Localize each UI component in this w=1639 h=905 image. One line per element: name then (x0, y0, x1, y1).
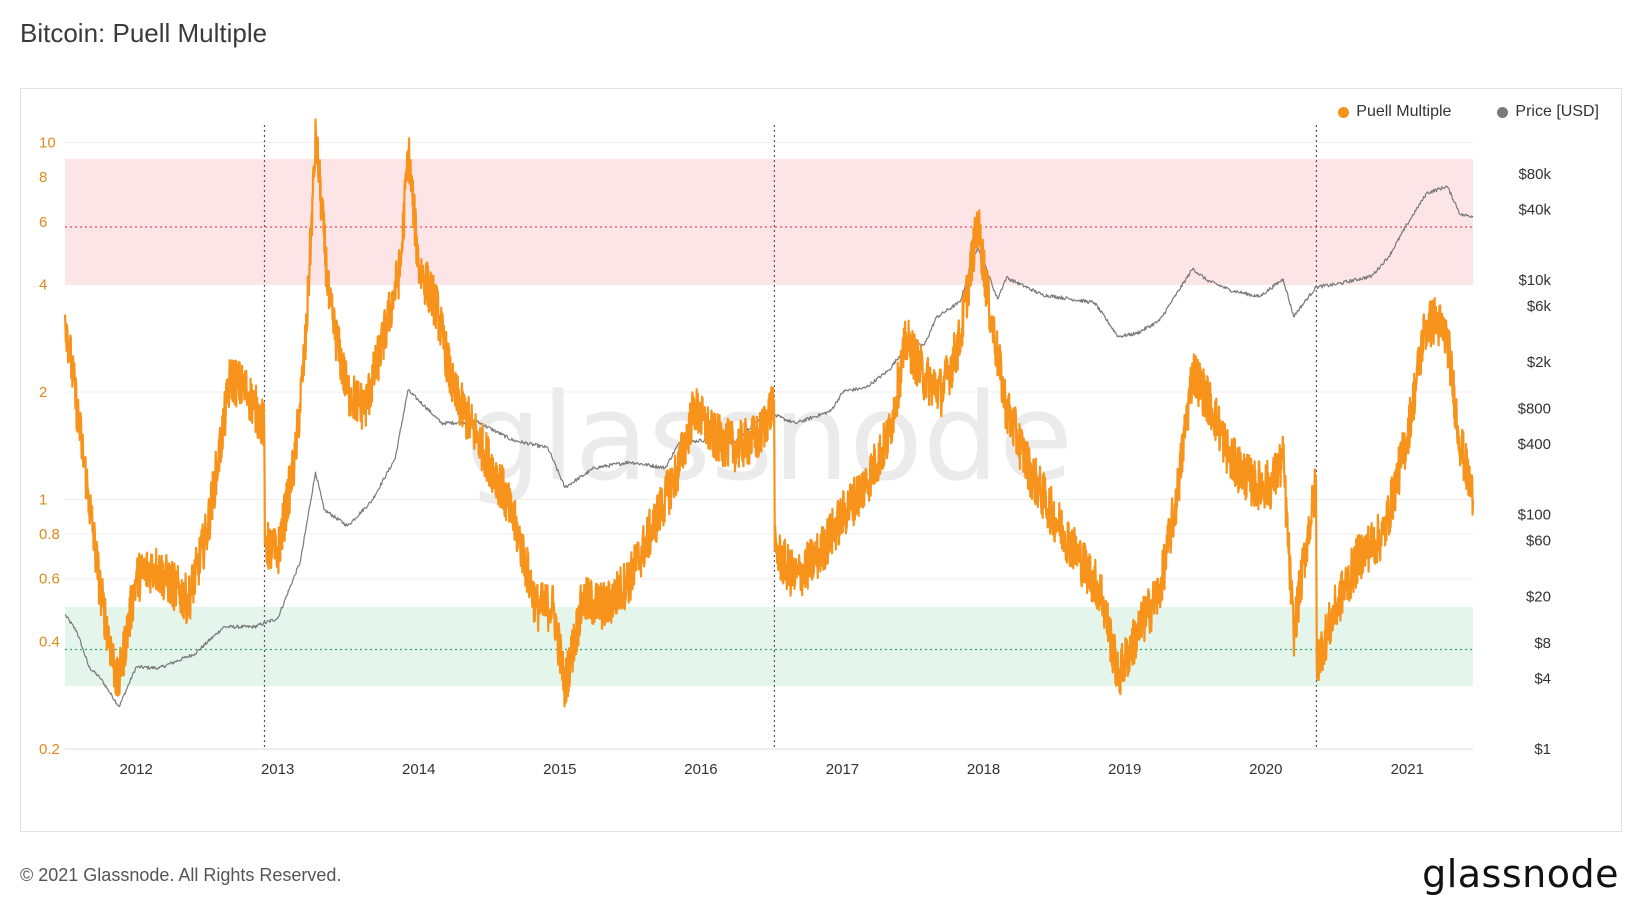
x-tick-label: 2013 (261, 761, 294, 778)
legend-item-puell[interactable]: Puell Multiple (1338, 103, 1451, 121)
y-left-tick-label: 0.8 (39, 526, 60, 543)
legend-label-puell: Puell Multiple (1356, 103, 1452, 120)
chart-legend: Puell Multiple Price [USD] (1338, 103, 1599, 121)
y-right-tick-label: $6k (1527, 298, 1552, 315)
band-high (65, 158, 1473, 285)
legend-item-price[interactable]: Price [USD] (1497, 103, 1599, 121)
y-right-tick-label: $4 (1534, 670, 1551, 687)
y-right-tick-label: $100 (1518, 507, 1551, 524)
x-tick-label: 2015 (543, 761, 576, 778)
glassnode-logo: glassnode (1422, 852, 1619, 896)
y-right-tick-label: $20 (1526, 588, 1551, 605)
puell-legend-dot-icon (1338, 106, 1350, 118)
y-left-tick-label: 0.2 (39, 741, 60, 758)
y-right-tick-label: $800 (1518, 401, 1551, 418)
x-tick-label: 2018 (967, 761, 1000, 778)
y-left-tick-label: 6 (39, 214, 47, 231)
copyright-text: © 2021 Glassnode. All Rights Reserved. (20, 865, 342, 885)
y-left-tick-label: 10 (39, 135, 56, 152)
x-tick-label: 2017 (826, 761, 859, 778)
y-left-tick-label: 0.4 (39, 634, 60, 651)
legend-label-price: Price [USD] (1515, 103, 1599, 120)
page-title: Bitcoin: Puell Multiple (20, 18, 268, 48)
watermark-text: glassnode (465, 369, 1073, 508)
y-left-tick-label: 1 (39, 492, 47, 509)
x-tick-label: 2021 (1391, 761, 1424, 778)
chart-canvas[interactable]: glassnode 0.2 0.4 0.6 0.8 1 2 4 6 8 10 $1 $4 $8 $20 $60… (21, 89, 1621, 831)
y-right-tick-label: $40k (1518, 201, 1551, 218)
y-right-tick-label: $1 (1534, 741, 1551, 758)
y-right-tick-label: $10k (1518, 272, 1551, 289)
band-low (65, 606, 1473, 687)
x-tick-label: 2016 (684, 761, 717, 778)
puell-line (63, 118, 1475, 708)
y-right-tick-label: $8 (1534, 635, 1551, 652)
y-right-tick-label: $80k (1518, 166, 1551, 183)
y-right-tick-label: $2k (1527, 354, 1552, 371)
y-right-tick-label: $400 (1518, 436, 1551, 453)
x-tick-label: 2019 (1108, 761, 1141, 778)
price-legend-dot-icon (1497, 106, 1509, 118)
chart-panel: glassnode 0.2 0.4 0.6 0.8 1 2 4 6 8 10 $1 $4 $8 $20 $60… (20, 88, 1622, 832)
x-tick-label: 2012 (119, 761, 152, 778)
y-left-tick-label: 4 (39, 277, 47, 294)
x-tick-label: 2014 (402, 761, 435, 778)
x-tick-label: 2020 (1249, 761, 1282, 778)
y-left-tick-label: 0.6 (39, 571, 60, 588)
y-right-tick-label: $60 (1526, 533, 1551, 550)
y-left-tick-label: 8 (39, 169, 47, 186)
y-left-tick-label: 2 (39, 384, 47, 401)
